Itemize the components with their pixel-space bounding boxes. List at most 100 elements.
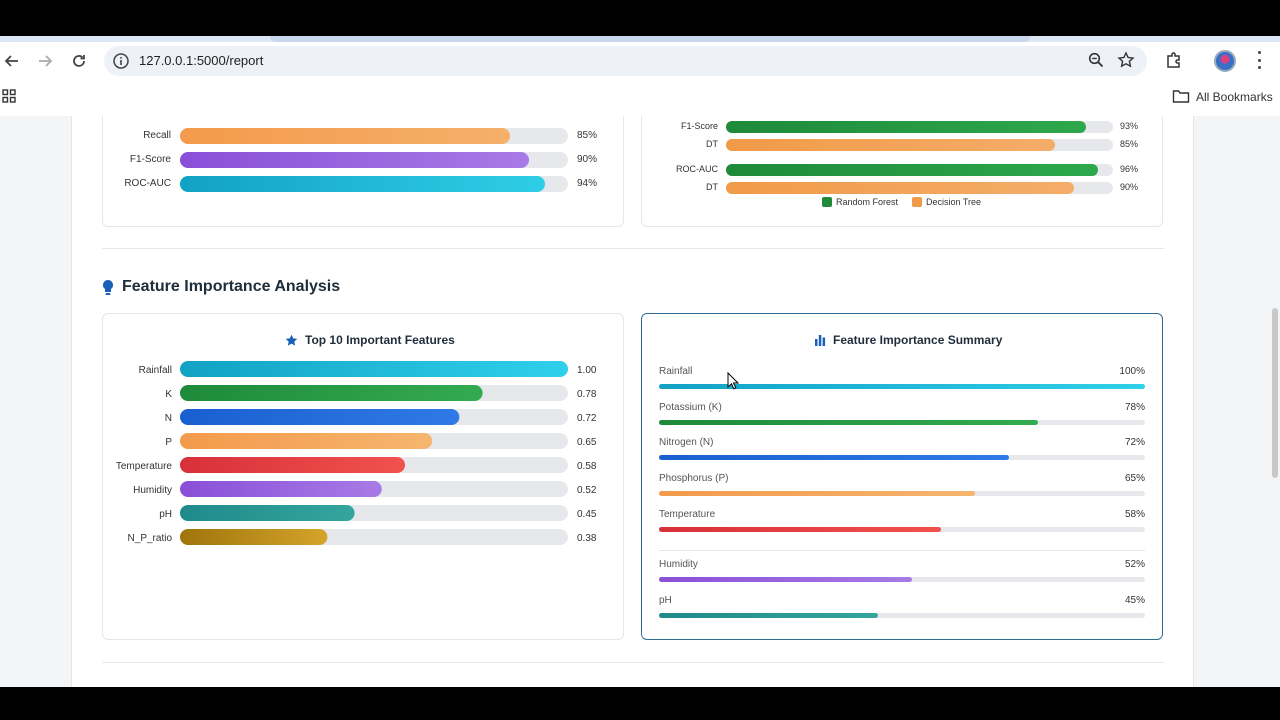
feature-label: N_P_ratio: [128, 533, 173, 544]
metric-label: ROC-AUC: [124, 178, 171, 189]
zoom-icon[interactable]: [1088, 52, 1104, 73]
address-bar[interactable]: 127.0.0.1:5000/report: [104, 46, 1147, 76]
summary-label: pH: [659, 595, 672, 606]
top-features-header: Top 10 Important Features: [285, 333, 455, 347]
comparison-fill: [726, 182, 1075, 194]
model-comparison-card: Random Forest Decision Tree F1-Score 93% DT…: [641, 116, 1163, 227]
section-divider-bottom: [102, 662, 1164, 663]
summary-label: Temperature: [659, 509, 716, 520]
feature-value-label: 0.78: [577, 389, 597, 400]
summary-fill: [659, 491, 975, 496]
feature-bar: [180, 433, 433, 449]
profile-avatar[interactable]: [1214, 50, 1236, 72]
summary-track: [659, 384, 1145, 389]
feature-bar: [180, 529, 328, 545]
summary-value: 45%: [1124, 595, 1145, 606]
summary-fill: [659, 613, 878, 618]
back-button[interactable]: [1, 50, 23, 72]
tab-strip: [0, 36, 1280, 42]
summary-value: 78%: [1124, 402, 1145, 413]
lightbulb-icon: [102, 279, 114, 302]
feature-label: N: [165, 413, 172, 424]
comparison-label: ROC-AUC: [676, 164, 718, 174]
summary-header: Feature Importance Summary: [814, 333, 1002, 347]
feature-label: P: [165, 437, 172, 448]
feature-value-label: 0.45: [577, 509, 597, 520]
feature-label: pH: [159, 509, 172, 520]
comparison-legend: Random Forest Decision Tree: [822, 197, 981, 207]
feature-bar: [180, 385, 483, 401]
comparison-value: 96%: [1120, 164, 1139, 174]
comparison-track: [726, 139, 1113, 151]
summary-title: Feature Importance Summary: [833, 333, 1003, 347]
metric-track: [180, 176, 568, 192]
active-tab[interactable]: [270, 36, 1030, 42]
metric-row: ROC-AUC 94%: [103, 175, 623, 193]
summary-fill: [659, 455, 1009, 460]
comparison-value: 93%: [1120, 121, 1139, 131]
feature-value-label: 0.38: [577, 533, 597, 544]
bookmark-star-icon[interactable]: [1117, 51, 1135, 74]
feature-bar: [180, 409, 460, 425]
summary-label: Phosphorus (P): [659, 473, 729, 484]
metric-label: Recall: [143, 130, 171, 141]
feature-value-label: 0.72: [577, 413, 597, 424]
summary-value: 65%: [1124, 473, 1145, 484]
feature-label: Rainfall: [139, 365, 172, 376]
comparison-fill: [726, 164, 1098, 176]
metric-value: 90%: [577, 154, 598, 165]
top-features-card: Top 10 Important Features Rainfall 1.00 K 0…: [102, 313, 624, 640]
summary-value: 58%: [1124, 509, 1145, 520]
summary-track: [659, 491, 1145, 496]
browser-menu-icon[interactable]: [1252, 51, 1266, 69]
comparison-row: DT 90%: [642, 181, 1162, 195]
legend-swatch: [912, 197, 923, 207]
comparison-label: DT: [706, 139, 718, 149]
metric-fill: [180, 176, 545, 192]
forward-arrow-icon: [39, 55, 53, 67]
feature-bar: [180, 481, 382, 497]
comparison-track: [726, 121, 1113, 133]
summary-track: [659, 613, 1145, 618]
comparison-fill: [726, 121, 1086, 133]
summary-track: [659, 455, 1145, 460]
page-scrollbar[interactable]: [1272, 308, 1278, 478]
feature-value-label: 0.65: [577, 437, 597, 448]
feature-summary-card: Feature Importance Summary Rainfall 100% P…: [641, 313, 1163, 640]
extensions-icon[interactable]: [1165, 51, 1183, 74]
legend-entry: Decision Tree: [912, 197, 981, 207]
feature-label: K: [165, 389, 172, 400]
metric-track: [180, 128, 568, 144]
apps-grid-icon[interactable]: [2, 89, 16, 108]
page-viewport: Recall 85% F1-Score 90% ROC-AUC 94% Random Fo…: [0, 116, 1280, 687]
comparison-fill: [726, 139, 1055, 151]
legend-swatch: [822, 197, 832, 207]
folder-icon[interactable]: [1172, 88, 1190, 109]
comparison-row: ROC-AUC 96%: [642, 163, 1162, 177]
site-info-icon[interactable]: [112, 52, 130, 75]
comparison-row: F1-Score 93%: [642, 120, 1162, 134]
feature-label: Temperature: [116, 461, 173, 472]
summary-fill: [659, 420, 1039, 425]
feature-value-label: 1.00: [577, 365, 597, 376]
feature-value-label: 0.58: [577, 461, 597, 472]
summary-value: 52%: [1124, 559, 1145, 570]
summary-fill: [659, 527, 941, 532]
section-title: Feature Importance Analysis: [122, 278, 341, 295]
metric-label: F1-Score: [129, 154, 171, 165]
metric-track: [180, 152, 568, 168]
reload-button[interactable]: [68, 50, 90, 72]
back-arrow-icon: [4, 55, 18, 67]
metric-row: F1-Score 90%: [103, 151, 623, 169]
url-text[interactable]: 127.0.0.1:5000/report: [139, 53, 264, 68]
summary-value: 72%: [1124, 437, 1145, 448]
summary-track: [659, 577, 1145, 582]
summary-label: Rainfall: [659, 366, 693, 377]
summary-label: Nitrogen (N): [659, 437, 714, 448]
metric-row: Recall 85%: [103, 127, 623, 145]
top-features-chart: Rainfall 1.00 K 0.78 N 0.72 P 0.65 Temperature 0.…: [116, 361, 597, 545]
bar-chart-icon: [815, 335, 826, 346]
forward-button[interactable]: [34, 50, 56, 72]
all-bookmarks-label[interactable]: All Bookmarks: [1196, 90, 1273, 104]
legend-label: Decision Tree: [926, 197, 982, 207]
